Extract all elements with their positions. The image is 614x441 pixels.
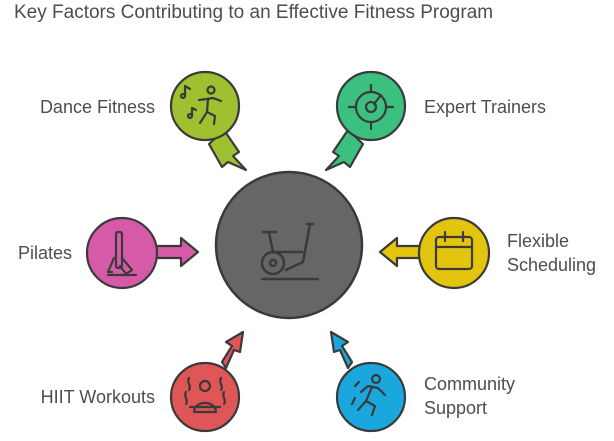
factor-node-expert-trainers — [324, 70, 407, 172]
calendar-icon — [434, 230, 474, 271]
gauge-target-icon — [347, 83, 395, 131]
label-flexible-scheduling: Flexible Scheduling — [507, 231, 597, 275]
sweating-person-icon — [184, 376, 226, 414]
diagram-title: Key Factors Contributing to an Effective… — [14, 2, 494, 23]
running-person-icon — [350, 373, 387, 417]
factor-node-pilates — [85, 216, 200, 290]
exercise-bike-icon — [260, 222, 320, 281]
label-community-support: Community Support — [424, 374, 516, 418]
dancer-icon — [179, 84, 223, 126]
label-expert-trainers: Expert Trainers — [424, 97, 547, 117]
factor-node-hiit-workouts — [169, 330, 245, 433]
pilates-equipment-icon — [106, 230, 138, 277]
label-hiit-workouts: HIIT Workouts — [40, 387, 155, 407]
factor-node-dance-fitness — [169, 70, 248, 172]
label-dance-fitness: Dance Fitness — [39, 97, 155, 117]
center-node — [214, 170, 364, 320]
factor-node-community-support — [329, 330, 407, 433]
label-pilates: Pilates — [17, 243, 72, 263]
factor-node-flexible-scheduling — [378, 216, 491, 290]
